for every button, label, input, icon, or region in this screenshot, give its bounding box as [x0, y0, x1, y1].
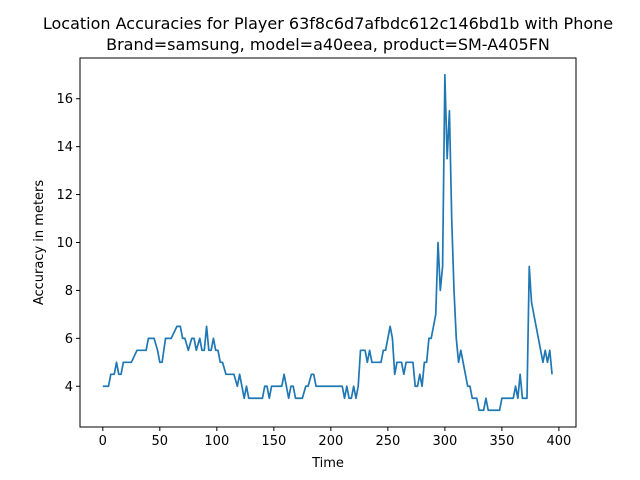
- chart-title-line1: Location Accuracies for Player 63f8c6d7a…: [43, 14, 613, 33]
- x-tick-label: 250: [375, 434, 400, 449]
- x-tick-label: 150: [261, 434, 286, 449]
- y-tick-label: 8: [65, 284, 73, 299]
- x-tick-label: 100: [204, 434, 229, 449]
- chart-title-line2: Brand=samsung, model=a40eea, product=SM-…: [106, 35, 550, 54]
- x-tick-label: 50: [152, 434, 169, 449]
- x-tick-label: 300: [432, 434, 457, 449]
- y-tick-label: 6: [65, 332, 73, 347]
- y-tick-label: 10: [56, 236, 73, 251]
- x-axis-label: Time: [311, 456, 344, 471]
- x-tick-label: 350: [489, 434, 514, 449]
- y-tick-label: 14: [56, 140, 73, 155]
- y-tick-label: 16: [56, 92, 73, 107]
- y-axis-label: Accuracy in meters: [32, 180, 47, 306]
- y-tick-label: 4: [65, 380, 73, 395]
- y-tick-label: 12: [56, 188, 73, 203]
- x-tick-label: 0: [99, 434, 107, 449]
- series-line-0: [102, 73, 553, 412]
- x-tick-label: 400: [546, 434, 571, 449]
- x-tick-label: 200: [318, 434, 343, 449]
- plot-frame: [79, 57, 577, 428]
